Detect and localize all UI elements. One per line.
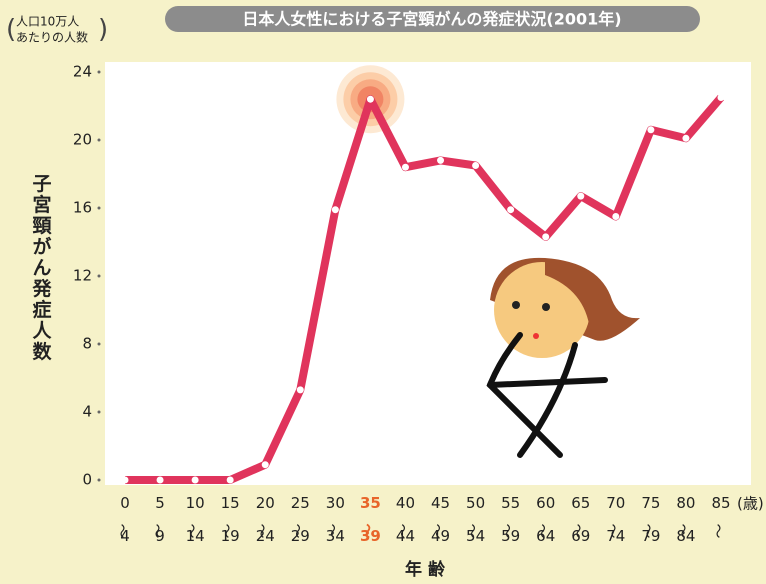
data-point bbox=[367, 96, 374, 103]
y-unit: 人口10万人 bbox=[16, 15, 79, 29]
tick-mark bbox=[98, 479, 101, 482]
y-tick-label: 0 bbox=[82, 471, 92, 489]
data-point bbox=[157, 477, 164, 484]
data-point bbox=[227, 477, 234, 484]
plot-area bbox=[105, 62, 751, 485]
data-point bbox=[332, 206, 339, 213]
eye bbox=[512, 301, 520, 309]
x-unit: (歳) bbox=[737, 495, 764, 513]
data-point bbox=[718, 94, 725, 101]
y-tick-label: 12 bbox=[73, 267, 92, 285]
data-point bbox=[682, 135, 689, 142]
y-tick-label: 20 bbox=[73, 131, 92, 149]
y-tick-label: 16 bbox=[73, 199, 92, 217]
data-point bbox=[297, 386, 304, 393]
data-point bbox=[122, 477, 129, 484]
tick-mark bbox=[98, 71, 101, 74]
tick-mark bbox=[98, 411, 101, 414]
data-point bbox=[472, 162, 479, 169]
eye bbox=[542, 303, 550, 311]
data-point bbox=[612, 213, 619, 220]
tick-mark bbox=[98, 275, 101, 278]
data-point bbox=[192, 477, 199, 484]
bracket: ) bbox=[98, 15, 108, 45]
data-point bbox=[647, 126, 654, 133]
data-point bbox=[262, 461, 269, 468]
data-point bbox=[402, 164, 409, 171]
data-point bbox=[507, 206, 514, 213]
page: 日本人女性における子宮頸がんの発症状況(2001年) ( ) 人口10万人 あた… bbox=[0, 0, 766, 584]
tick-mark bbox=[98, 207, 101, 210]
tick-mark bbox=[98, 139, 101, 142]
tick-mark bbox=[98, 343, 101, 346]
y-axis-label: 子宮頸がん発症人数 bbox=[30, 174, 53, 363]
y-tick-label: 8 bbox=[82, 335, 92, 353]
chart-title: 日本人女性における子宮頸がんの発症状況(2001年) bbox=[242, 10, 621, 29]
mouth bbox=[533, 333, 539, 339]
bracket: ( bbox=[6, 15, 16, 45]
y-tick-label: 24 bbox=[73, 63, 92, 81]
data-point bbox=[577, 193, 584, 200]
y-unit: あたりの人数 bbox=[16, 30, 88, 45]
x-axis-label: 年齢 bbox=[405, 559, 451, 580]
data-point bbox=[437, 157, 444, 164]
chart: 日本人女性における子宮頸がんの発症状況(2001年) ( ) 人口10万人 あた… bbox=[0, 0, 766, 584]
y-tick-label: 4 bbox=[82, 403, 92, 421]
data-point bbox=[542, 233, 549, 240]
